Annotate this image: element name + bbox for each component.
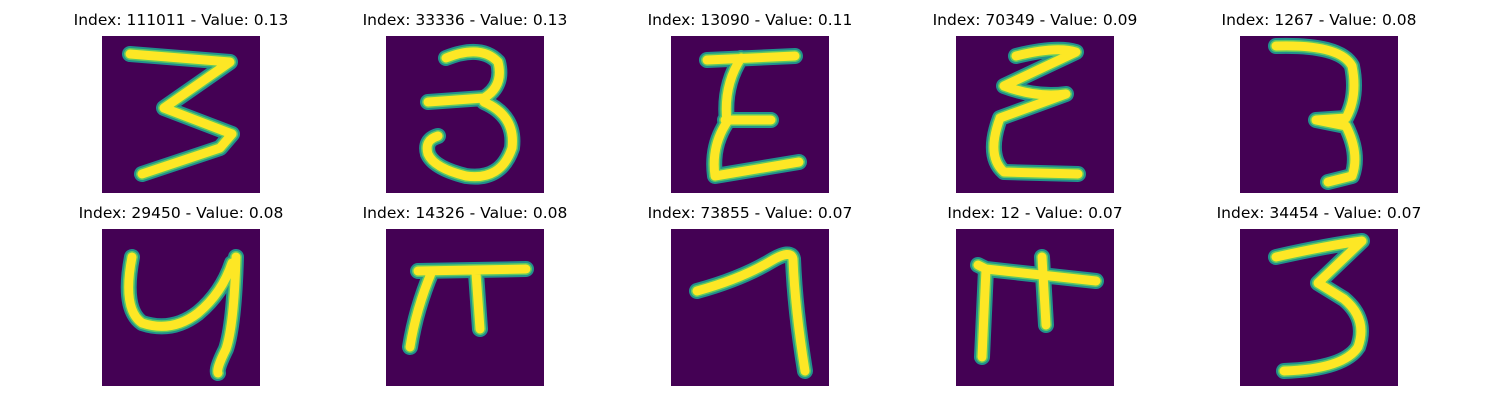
digit-image	[956, 229, 1114, 386]
digit-stroke	[692, 250, 810, 376]
grid-panel: Index: 33336 - Value: 0.13	[322, 11, 608, 193]
digit-stroke-graphic	[970, 249, 1104, 365]
panel-title: Index: 34454 - Value: 0.07	[1216, 204, 1422, 222]
digit-image	[671, 229, 829, 386]
grid-panel: Index: 111011 - Value: 0.13	[38, 11, 324, 193]
digit-stroke-graphic	[1268, 37, 1363, 190]
digit-stroke	[422, 47, 517, 182]
digit-stroke	[1271, 41, 1360, 187]
digit-stroke-graphic	[1268, 233, 1370, 379]
grid-panel: Index: 70349 - Value: 0.09	[892, 11, 1178, 193]
grid-panel: Index: 29450 - Value: 0.08	[38, 204, 324, 386]
grid-panel: Index: 1267 - Value: 0.08	[1176, 11, 1462, 193]
digit-stroke	[973, 252, 1101, 362]
panel-title: Index: 1267 - Value: 0.08	[1221, 11, 1417, 29]
panel-title: Index: 33336 - Value: 0.13	[362, 11, 568, 29]
digit-image	[386, 229, 544, 386]
digit-stroke-graphic	[120, 249, 244, 381]
digit-stroke	[989, 45, 1083, 179]
digit-stroke-graphic	[402, 261, 534, 355]
digit-stroke-graphic	[986, 41, 1086, 182]
digit-image	[671, 36, 829, 193]
grid-panel: Index: 12 - Value: 0.07	[892, 204, 1178, 386]
panel-title: Index: 73855 - Value: 0.07	[647, 204, 853, 222]
panel-title: Index: 111011 - Value: 0.13	[73, 11, 289, 29]
digit-image	[1240, 229, 1398, 386]
digit-stroke-graphic	[122, 46, 240, 182]
digit-stroke	[125, 49, 237, 179]
digit-stroke-graphic	[419, 44, 521, 185]
digit-image	[956, 36, 1114, 193]
panel-title: Index: 70349 - Value: 0.09	[932, 11, 1138, 29]
digit-image	[102, 36, 260, 193]
digit-stroke-graphic	[689, 246, 813, 379]
panel-title: Index: 13090 - Value: 0.11	[647, 11, 853, 29]
digit-stroke	[124, 252, 241, 378]
digit-stroke-graphic	[699, 48, 807, 184]
digit-stroke	[405, 264, 531, 352]
digit-image	[102, 229, 260, 386]
panel-title: Index: 14326 - Value: 0.08	[362, 204, 568, 222]
digit-stroke	[702, 51, 804, 181]
digit-stroke	[1271, 236, 1367, 376]
panel-title: Index: 12 - Value: 0.07	[947, 204, 1123, 222]
grid-panel: Index: 34454 - Value: 0.07	[1176, 204, 1462, 386]
panel-title: Index: 29450 - Value: 0.08	[78, 204, 284, 222]
grid-panel: Index: 14326 - Value: 0.08	[322, 204, 608, 386]
grid-panel: Index: 73855 - Value: 0.07	[607, 204, 893, 386]
grid-panel: Index: 13090 - Value: 0.11	[607, 11, 893, 193]
digit-image	[386, 36, 544, 193]
digit-image	[1240, 36, 1398, 193]
